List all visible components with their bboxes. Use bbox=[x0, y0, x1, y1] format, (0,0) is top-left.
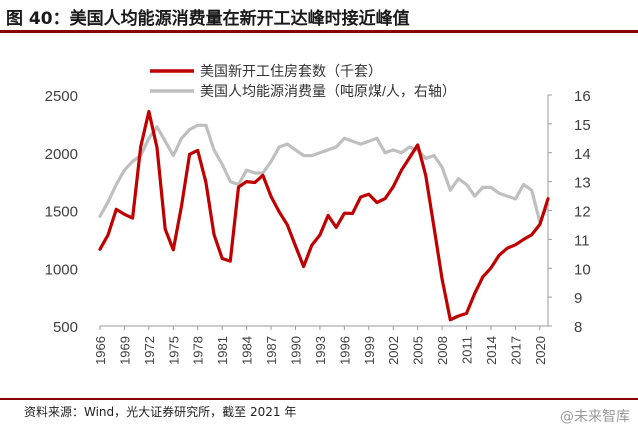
right-tick-label: 12 bbox=[574, 204, 591, 221]
x-tick-label: 1999 bbox=[362, 336, 377, 365]
dual-axis-line-chart: 500 1000 1500 2000 2500 8 9 10 11 12 13 14 15 16 196… bbox=[45, 63, 591, 365]
x-tick-label: 1996 bbox=[337, 336, 352, 365]
series-layer bbox=[98, 109, 550, 322]
x-tick-label: 2008 bbox=[435, 336, 450, 365]
watermark: @未来智库 bbox=[560, 409, 630, 425]
left-tick-label: 1500 bbox=[45, 204, 78, 221]
x-tick-label: 2017 bbox=[508, 336, 523, 365]
legend-label: 美国人均能源消费量（吨原煤/人，右轴） bbox=[200, 83, 456, 99]
series-line-housing-starts bbox=[98, 109, 550, 322]
left-tick-label: 2000 bbox=[45, 146, 78, 163]
title-rule bbox=[0, 30, 638, 33]
x-tick-label: 1990 bbox=[288, 336, 303, 365]
right-axis: 8 9 10 11 12 13 14 15 16 bbox=[547, 88, 591, 336]
right-tick-label: 14 bbox=[574, 146, 591, 163]
x-tick-label: 2020 bbox=[533, 336, 548, 365]
source-note: 资料来源：Wind，光大证券研究所，截至 2021 年 bbox=[24, 405, 297, 419]
x-tick-label: 2011 bbox=[460, 336, 475, 364]
right-tick-label: 9 bbox=[574, 290, 582, 307]
left-tick-label: 500 bbox=[53, 319, 78, 336]
figure-title: 图 40：美国人均能源消费量在新开工达峰时接近峰值 bbox=[6, 9, 410, 29]
left-axis: 500 1000 1500 2000 2500 bbox=[45, 88, 78, 336]
right-tick-label: 11 bbox=[574, 232, 590, 249]
legend: 美国新开工住房套数（千套） 美国人均能源消费量（吨原煤/人，右轴） bbox=[150, 63, 456, 99]
x-tick-label: 1972 bbox=[142, 336, 157, 365]
right-tick-label: 13 bbox=[574, 175, 591, 192]
x-tick-label: 1987 bbox=[264, 336, 279, 365]
x-tick-label: 2014 bbox=[484, 336, 499, 365]
x-tick-label: 2002 bbox=[386, 336, 401, 365]
right-tick-label: 16 bbox=[574, 88, 591, 105]
left-tick-label: 2500 bbox=[45, 88, 78, 105]
x-tick-label: 1975 bbox=[166, 336, 181, 365]
x-tick-label: 1966 bbox=[93, 336, 108, 365]
right-tick-label: 8 bbox=[574, 319, 582, 336]
x-tick-label: 1993 bbox=[313, 336, 328, 365]
right-tick-label: 15 bbox=[574, 117, 591, 134]
series-line-energy-per-capita bbox=[98, 123, 550, 224]
x-tick-label: 1969 bbox=[117, 336, 132, 365]
x-tick-label: 1984 bbox=[240, 336, 255, 365]
x-tick-label: 2005 bbox=[411, 336, 426, 365]
x-tick-label: 1978 bbox=[191, 336, 206, 365]
x-tick-label: 1981 bbox=[215, 336, 230, 365]
legend-label: 美国新开工住房套数（千套） bbox=[200, 63, 382, 79]
left-tick-label: 1000 bbox=[45, 261, 78, 278]
x-axis: 1966 1969 1972 1975 1978 1981 1984 1987 1990 1993… bbox=[93, 325, 548, 365]
right-tick-label: 10 bbox=[574, 261, 591, 278]
footer-rule bbox=[0, 398, 638, 400]
